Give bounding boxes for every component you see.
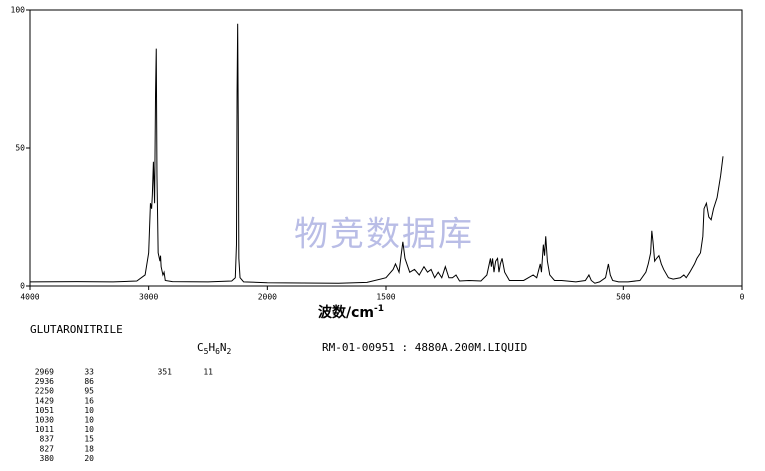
peak-intensity: 86 (84, 377, 94, 386)
x-axis-label: 波数/cm-1 (318, 304, 384, 322)
formula-subscript: 2 (227, 347, 232, 356)
formula-subscript: 6 (215, 347, 220, 356)
formula-element: C (197, 341, 204, 354)
x-tick-label: 2000 (258, 293, 277, 302)
compound-name: GLUTARONITRILE (30, 323, 123, 336)
formula-subscript: 5 (204, 347, 209, 356)
x-tick-label: 3000 (139, 293, 158, 302)
peak-wavenumber: 837 (40, 435, 55, 444)
peak-wavenumber: 2250 (35, 387, 54, 396)
peak-wavenumber: 2936 (35, 377, 54, 386)
watermark: 物竞数据库 (294, 215, 474, 255)
x-tick-label: 0 (740, 293, 745, 302)
x-axis-label-sup: -1 (374, 304, 384, 314)
peak-intensity: 18 (84, 444, 94, 453)
formula: C5H6N2 (197, 341, 232, 356)
peak-intensity: 10 (84, 416, 94, 425)
formula-element: H (208, 341, 215, 354)
peak-wavenumber: 380 (40, 454, 55, 463)
peak-intensity: 16 (84, 396, 94, 405)
peak-intensity: 95 (84, 387, 94, 396)
peak-intensity: 33 (84, 368, 94, 377)
y-tick-label: 0 (20, 282, 25, 291)
y-tick-label: 100 (11, 6, 26, 15)
peak-wavenumber: 1429 (35, 396, 54, 405)
x-axis-label-text: 波数/cm (318, 304, 374, 321)
formula-element: N (220, 341, 227, 354)
peak-wavenumber: 2969 (35, 368, 54, 377)
spectrum-line (29, 23, 724, 284)
peak-intensity: 10 (84, 425, 94, 434)
peak-intensity: 20 (84, 454, 94, 463)
peak-wavenumber: 1011 (35, 425, 54, 434)
spectrum-id: RM-01-00951 : 4880A.200M.LIQUID (322, 341, 527, 354)
peak-intensity: 10 (84, 406, 94, 415)
x-tick-label: 1500 (376, 293, 395, 302)
peak-wavenumber: 1051 (35, 406, 54, 415)
peak-wavenumber: 1030 (35, 416, 54, 425)
peak-intensity: 11 (203, 368, 213, 377)
x-tick-label: 500 (616, 293, 631, 302)
peak-wavenumber: 827 (40, 444, 55, 453)
x-tick-label: 4000 (20, 293, 39, 302)
peak-wavenumber: 351 (158, 368, 173, 377)
y-tick-label: 50 (15, 144, 25, 153)
peak-intensity: 15 (84, 435, 94, 444)
